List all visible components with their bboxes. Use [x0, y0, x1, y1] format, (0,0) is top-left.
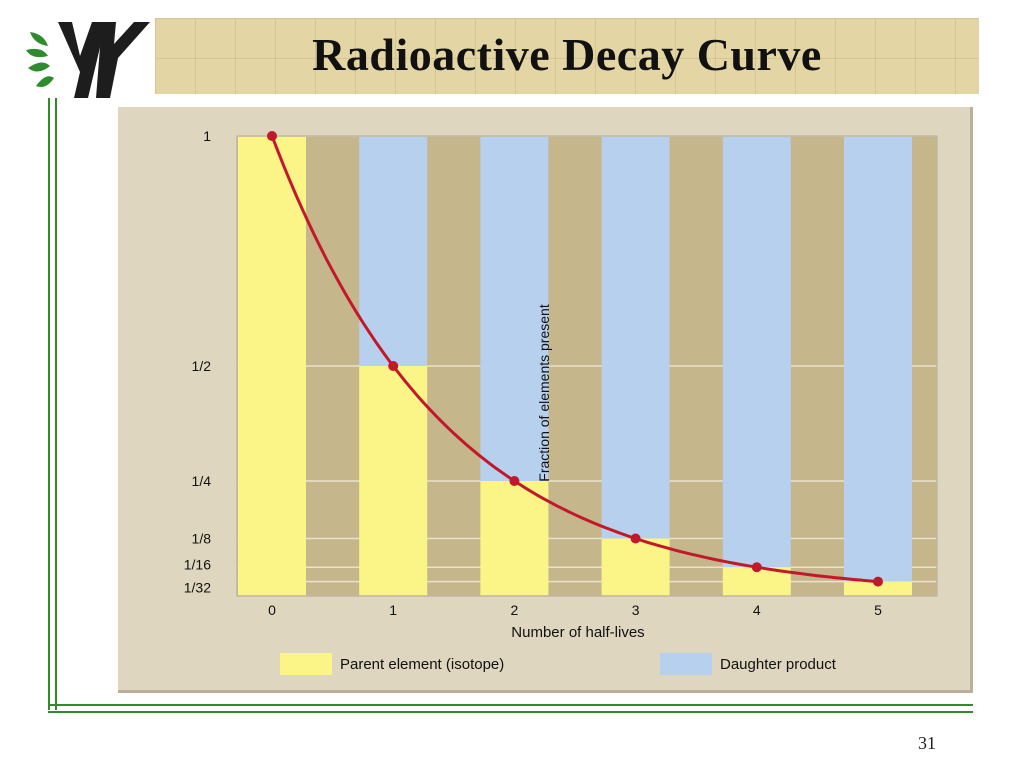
legend-label: Parent element (isotope): [340, 656, 504, 673]
y-tick-label: 1/4: [192, 473, 212, 489]
legend-label: Daughter product: [720, 656, 837, 673]
decay-point: [873, 576, 883, 587]
y-tick-label: 1/8: [192, 531, 212, 547]
bar-daughter: [359, 136, 428, 366]
y-tick-label: 1/2: [192, 358, 212, 374]
decay-point: [630, 533, 641, 544]
bar-parent: [238, 136, 306, 596]
x-tick-label: 4: [753, 602, 761, 618]
frame-left-border: [48, 98, 57, 710]
decay-point: [388, 361, 399, 371]
bar-daughter: [480, 136, 549, 481]
x-tick-label: 0: [268, 602, 276, 618]
bar-parent: [844, 581, 912, 596]
x-axis-label: Number of half-lives: [511, 624, 644, 641]
decay-curve-line: [270, 135, 879, 584]
map-texture: [155, 18, 979, 94]
slide-title: Radioactive Decay Curve: [312, 29, 822, 80]
x-tick-label: 2: [511, 602, 519, 618]
decay-point: [267, 131, 277, 141]
bar-daughter: [601, 136, 670, 539]
title-bar: Radioactive Decay Curve: [155, 18, 979, 94]
page-number: 31: [918, 733, 936, 753]
decay-point: [509, 476, 520, 486]
logo-graphic: [26, 22, 150, 98]
bar-parent: [601, 538, 670, 596]
logo: [22, 14, 152, 100]
legend-swatch: [660, 653, 712, 675]
y-tick-label: 1/32: [184, 580, 211, 596]
plot-frame: [236, 135, 938, 597]
y-tick-label: 1: [203, 128, 211, 144]
bar-parent: [480, 481, 549, 596]
x-tick-label: 5: [874, 602, 882, 618]
bar-daughter: [844, 136, 912, 582]
decay-chart: 1 1/2 1/4 1/8 1/16 1/32 0 1 2 3 4 5 Number of half-l…: [184, 128, 938, 675]
legend-swatch: [280, 653, 332, 675]
bar-daughter: [722, 136, 791, 568]
y-tick-label: 1/16: [184, 556, 211, 572]
x-tick-label: 3: [632, 602, 640, 618]
x-tick-label: 1: [389, 602, 397, 618]
y-axis-label: Fraction of elements present: [536, 304, 552, 482]
bar-parent: [359, 366, 428, 596]
chart-panel: 1 1/2 1/4 1/8 1/16 1/32 0 1 2 3 4 5 Number of half-l…: [118, 107, 973, 693]
frame-bottom-border: [48, 704, 973, 713]
decay-point: [751, 562, 762, 573]
